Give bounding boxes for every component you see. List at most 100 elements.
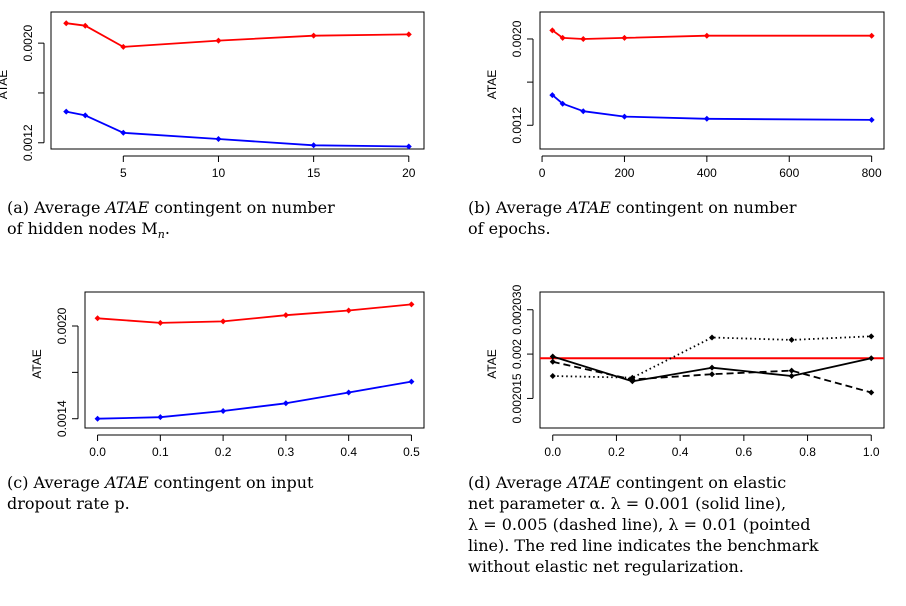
data-point xyxy=(868,333,875,340)
data-point xyxy=(408,378,415,385)
y-tick-label: 0.0014 xyxy=(55,400,69,437)
data-point xyxy=(94,415,101,422)
x-tick-label: 600 xyxy=(779,166,799,180)
x-tick-label: 0.3 xyxy=(278,445,295,459)
panel-0: 5 10 15 20 0.0012 0.0020 ATAE xyxy=(0,11,425,180)
y-axis-label: ATAE xyxy=(485,70,499,100)
series-line-1 xyxy=(97,380,412,420)
data-point xyxy=(215,136,222,143)
series-line-1 xyxy=(551,94,872,121)
data-point xyxy=(282,312,289,319)
x-tick-label: 0.4 xyxy=(340,445,357,459)
data-point xyxy=(559,34,566,41)
series-line-1 xyxy=(552,360,872,394)
data-point xyxy=(120,43,127,50)
series-line-2 xyxy=(552,335,872,379)
caption-d: (d) Average ATAE contingent on elastic n… xyxy=(468,473,819,576)
caption-c: (c) Average ATAE contingent on input dro… xyxy=(7,473,314,513)
data-point xyxy=(580,35,587,42)
plot-frame xyxy=(84,291,425,429)
data-point xyxy=(703,32,710,39)
series-line-0 xyxy=(66,22,409,48)
data-point xyxy=(345,389,352,396)
caption-a: (a) Average ATAE contingent on number of… xyxy=(7,198,335,242)
data-point xyxy=(709,364,715,371)
y-tick-label: 0.002015 xyxy=(510,373,524,423)
plot-frame xyxy=(50,11,425,150)
x-tick-label: 5 xyxy=(120,166,127,180)
data-point xyxy=(220,408,227,414)
y-axis-label: ATAE xyxy=(30,349,44,379)
data-point xyxy=(82,112,89,119)
data-point xyxy=(621,113,628,120)
data-point xyxy=(868,32,875,39)
data-point xyxy=(580,108,587,115)
x-tick-label: 0.8 xyxy=(799,445,816,459)
plot-frame xyxy=(539,291,885,429)
y-axis-label: ATAE xyxy=(485,349,499,379)
y-tick-label: 0.0012 xyxy=(510,107,524,144)
data-point xyxy=(549,358,556,365)
x-tick-label: 10 xyxy=(212,166,226,180)
x-tick-label: 0.0 xyxy=(544,445,561,459)
data-point xyxy=(868,389,875,396)
x-tick-label: 0.6 xyxy=(736,445,753,459)
x-tick-label: 800 xyxy=(862,166,882,180)
data-point xyxy=(709,334,715,341)
data-point xyxy=(559,100,566,107)
data-point xyxy=(788,372,795,379)
data-point xyxy=(82,22,89,29)
data-point xyxy=(788,336,795,343)
panel-1: 0 200 400 600 800 0.0012 0.0020 ATAE xyxy=(485,11,885,180)
y-tick-label: 0.002030 xyxy=(510,284,524,334)
x-tick-label: 0.1 xyxy=(152,445,169,459)
panel-2: 0.0 0.1 0.2 0.3 0.4 0.5 0.0014 0.0020 ATAE xyxy=(30,291,425,459)
x-tick-label: 15 xyxy=(307,166,321,180)
caption-b: (b) Average ATAE contingent on number of… xyxy=(468,198,797,238)
data-point xyxy=(63,20,70,27)
data-point xyxy=(405,143,412,150)
x-tick-label: 0.4 xyxy=(672,445,689,459)
x-tick-label: 0.0 xyxy=(89,445,106,459)
data-point xyxy=(549,372,556,379)
y-tick-label: 0.0020 xyxy=(510,20,524,57)
data-point xyxy=(621,34,628,41)
data-point xyxy=(310,32,317,39)
y-tick-label: 0.0012 xyxy=(21,124,35,161)
series-line-0 xyxy=(551,29,872,40)
data-point xyxy=(408,301,415,308)
x-tick-label: 0.5 xyxy=(403,445,420,459)
data-point xyxy=(549,27,556,34)
x-tick-label: 1.0 xyxy=(863,445,880,459)
data-point xyxy=(703,115,710,122)
data-point xyxy=(629,374,636,381)
data-point xyxy=(709,371,715,378)
data-point xyxy=(868,355,875,362)
y-axis-label: ATAE xyxy=(0,70,10,100)
data-point xyxy=(120,129,127,136)
data-point xyxy=(157,414,164,421)
y-tick-label: 0.0020 xyxy=(21,24,35,61)
data-point xyxy=(310,142,317,149)
series-line-1 xyxy=(66,110,409,148)
x-tick-label: 0 xyxy=(539,166,546,180)
y-tick-label: 0.0020 xyxy=(55,307,69,344)
data-point xyxy=(549,353,556,360)
data-point xyxy=(282,400,289,407)
data-point xyxy=(405,31,412,38)
data-point xyxy=(157,319,164,326)
y-tick-label: 0.002 xyxy=(510,339,524,369)
x-tick-label: 400 xyxy=(697,166,717,180)
data-point xyxy=(549,92,556,99)
x-tick-label: 20 xyxy=(402,166,416,180)
data-point xyxy=(220,318,227,325)
data-point xyxy=(868,116,875,123)
x-tick-label: 0.2 xyxy=(215,445,232,459)
data-point xyxy=(94,315,101,322)
data-point xyxy=(215,37,222,44)
x-tick-label: 0.2 xyxy=(608,445,625,459)
data-point xyxy=(788,367,795,374)
data-point xyxy=(345,307,352,314)
panel-3: 0.0 0.2 0.4 0.6 0.8 1.0 0.002015 0.002 0.002030 A… xyxy=(485,284,885,459)
